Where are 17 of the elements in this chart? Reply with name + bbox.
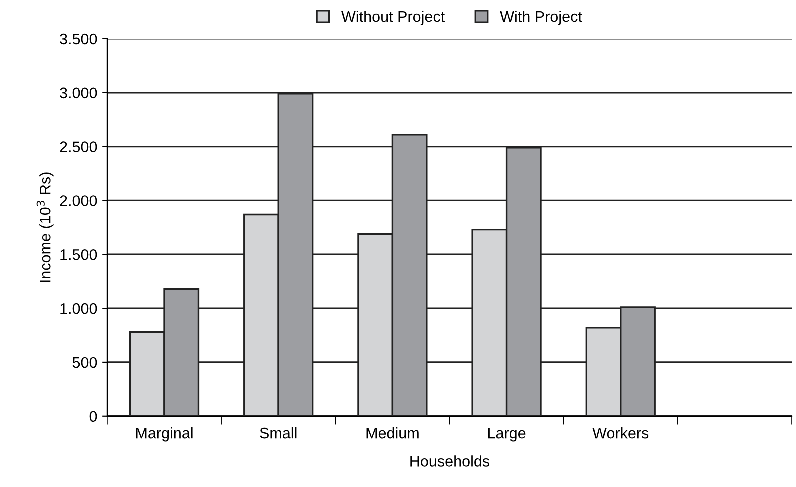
x-axis-title: Households xyxy=(410,456,490,467)
y-tick-label: 3.500 xyxy=(60,34,98,45)
y-tick-label: 2.500 xyxy=(60,142,98,152)
legend-label: Without Project xyxy=(342,10,445,26)
y-tick-label: 1.000 xyxy=(60,303,98,314)
y-tick-label: 0 xyxy=(90,411,98,422)
x-tick-label: Marginal xyxy=(136,427,193,442)
y-tick-label: 500 xyxy=(72,357,98,368)
legend-label: With Project xyxy=(500,10,582,26)
x-tick-label: Workers xyxy=(592,427,649,439)
x-tick-label: Small xyxy=(260,427,297,439)
x-tick-label: Large xyxy=(488,428,526,442)
y-tick-label: 3.000 xyxy=(60,88,98,99)
y-tick-label: 2.000 xyxy=(60,196,98,206)
x-tick-label: Medium xyxy=(366,427,419,439)
y-tick-label: 1.500 xyxy=(60,250,98,260)
y-axis-title: Income (10$^{3}$ Rs) xyxy=(36,172,54,282)
